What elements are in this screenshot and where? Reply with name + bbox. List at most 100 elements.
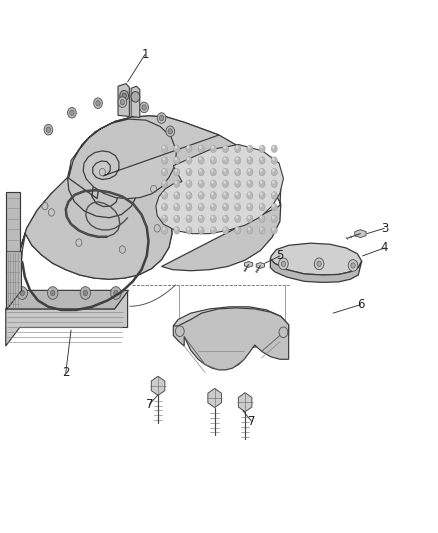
Circle shape	[199, 157, 201, 160]
Circle shape	[198, 227, 204, 234]
Circle shape	[174, 145, 180, 152]
Circle shape	[259, 180, 265, 188]
Circle shape	[235, 157, 241, 164]
Circle shape	[260, 146, 262, 149]
Circle shape	[236, 192, 238, 196]
Circle shape	[118, 97, 127, 108]
Circle shape	[260, 181, 262, 184]
Circle shape	[248, 216, 251, 219]
Circle shape	[186, 168, 192, 176]
Circle shape	[351, 263, 355, 268]
Circle shape	[199, 146, 201, 149]
Circle shape	[46, 127, 50, 132]
Circle shape	[210, 157, 216, 164]
Circle shape	[235, 227, 241, 234]
Circle shape	[176, 326, 184, 336]
Circle shape	[186, 180, 192, 188]
Polygon shape	[244, 262, 253, 267]
Text: 4: 4	[381, 241, 388, 254]
Circle shape	[186, 215, 192, 222]
Circle shape	[166, 126, 175, 136]
Circle shape	[235, 168, 241, 176]
Polygon shape	[270, 243, 362, 275]
Circle shape	[223, 180, 229, 188]
Circle shape	[259, 215, 265, 222]
Circle shape	[259, 168, 265, 176]
Circle shape	[211, 192, 214, 196]
Circle shape	[122, 93, 126, 99]
Circle shape	[175, 181, 177, 184]
Circle shape	[210, 192, 216, 199]
Text: 6: 6	[357, 298, 364, 311]
Polygon shape	[173, 308, 289, 370]
Circle shape	[223, 145, 229, 152]
Circle shape	[223, 204, 229, 211]
Circle shape	[247, 215, 253, 222]
Circle shape	[271, 157, 277, 164]
Circle shape	[162, 192, 165, 196]
Circle shape	[272, 157, 275, 160]
Circle shape	[162, 192, 168, 199]
Circle shape	[223, 157, 226, 160]
Circle shape	[187, 216, 189, 219]
Circle shape	[314, 258, 324, 270]
Circle shape	[174, 192, 180, 199]
Circle shape	[162, 168, 168, 176]
Circle shape	[199, 216, 201, 219]
Circle shape	[198, 157, 204, 164]
Circle shape	[140, 102, 148, 113]
Circle shape	[120, 91, 128, 101]
Circle shape	[272, 204, 275, 207]
Circle shape	[94, 98, 102, 109]
Circle shape	[186, 145, 192, 152]
Circle shape	[236, 227, 238, 230]
Circle shape	[223, 146, 226, 149]
Circle shape	[174, 168, 180, 176]
Circle shape	[272, 181, 275, 184]
Circle shape	[162, 204, 165, 207]
Circle shape	[223, 181, 226, 184]
Circle shape	[247, 157, 253, 164]
Circle shape	[175, 157, 177, 160]
Circle shape	[223, 169, 226, 172]
Circle shape	[247, 180, 253, 188]
Circle shape	[260, 204, 262, 207]
Circle shape	[17, 287, 28, 300]
Circle shape	[211, 227, 214, 230]
Circle shape	[157, 113, 166, 123]
Circle shape	[211, 157, 214, 160]
Circle shape	[247, 227, 253, 234]
Circle shape	[211, 181, 214, 184]
Circle shape	[211, 216, 214, 219]
Circle shape	[174, 204, 180, 211]
Polygon shape	[208, 389, 222, 408]
Circle shape	[162, 216, 165, 219]
Circle shape	[271, 204, 277, 211]
Circle shape	[174, 227, 180, 234]
Circle shape	[271, 227, 277, 234]
Circle shape	[211, 204, 214, 207]
Circle shape	[187, 192, 189, 196]
Circle shape	[80, 287, 91, 300]
Text: 7: 7	[145, 398, 153, 411]
Circle shape	[187, 204, 189, 207]
Circle shape	[223, 168, 229, 176]
Circle shape	[348, 260, 358, 271]
Circle shape	[187, 169, 189, 172]
Circle shape	[236, 216, 238, 219]
Circle shape	[236, 146, 238, 149]
Circle shape	[271, 215, 277, 222]
Circle shape	[259, 227, 265, 234]
Polygon shape	[6, 290, 128, 309]
Circle shape	[260, 216, 262, 219]
Circle shape	[175, 146, 177, 149]
Circle shape	[210, 227, 216, 234]
Circle shape	[223, 227, 226, 230]
Polygon shape	[20, 168, 172, 290]
Circle shape	[70, 110, 74, 115]
Circle shape	[83, 290, 88, 296]
Polygon shape	[131, 86, 140, 117]
Circle shape	[186, 204, 192, 211]
Circle shape	[260, 227, 262, 230]
Circle shape	[259, 204, 265, 211]
